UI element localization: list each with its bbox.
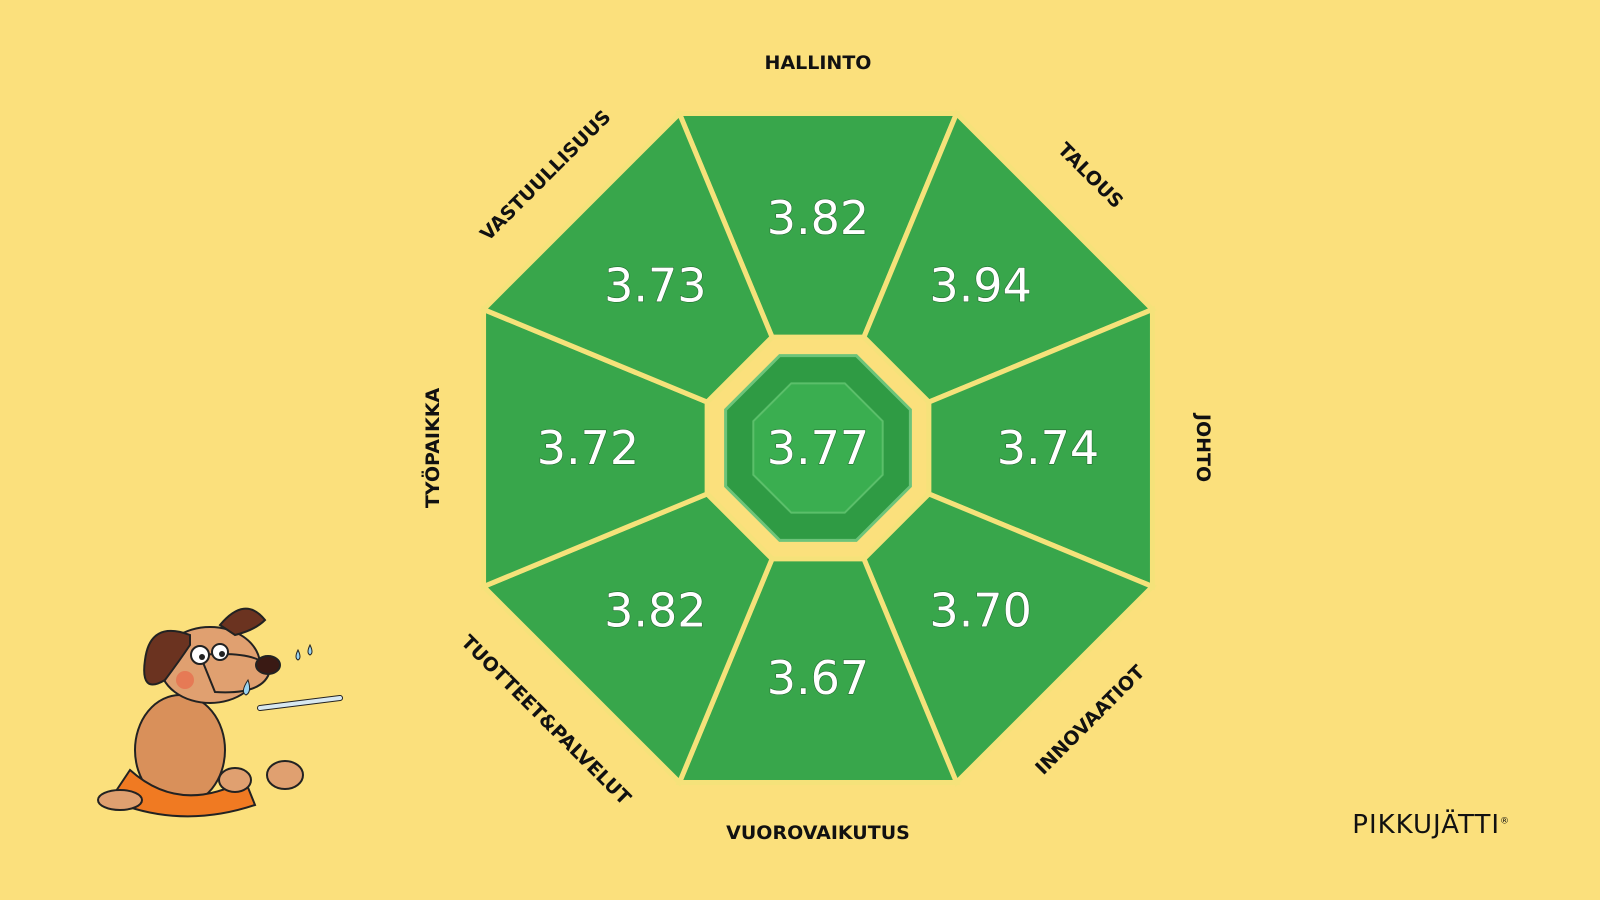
segment-value: 3.67 bbox=[767, 651, 869, 705]
category-label: HALLINTO bbox=[765, 52, 872, 74]
segment-value: 3.72 bbox=[537, 421, 639, 475]
sick-dog-illustration bbox=[70, 600, 360, 834]
category-label: TALOUS bbox=[1053, 139, 1127, 213]
category-label: JOHTO bbox=[1192, 412, 1214, 482]
registered-mark: ® bbox=[1500, 816, 1510, 827]
category-label: TYÖPAIKKA bbox=[420, 388, 444, 509]
segment-value: 3.82 bbox=[604, 584, 706, 638]
segment-value: 3.70 bbox=[929, 584, 1031, 638]
brand-logo: PIKKUJÄTTI® bbox=[1352, 810, 1510, 840]
segment-value: 3.73 bbox=[604, 258, 706, 312]
segment-value: 3.74 bbox=[997, 421, 1099, 475]
center-value: 3.77 bbox=[767, 421, 869, 475]
brand-name: PIKKUJÄTTI bbox=[1352, 810, 1500, 840]
segment-vastuullisuus bbox=[479, 109, 776, 406]
center-octagon-inner bbox=[752, 382, 884, 514]
segment-value: 3.82 bbox=[767, 191, 869, 245]
category-label: VUOROVAIKUTUS bbox=[726, 822, 910, 844]
segment-value: 3.94 bbox=[929, 258, 1031, 312]
